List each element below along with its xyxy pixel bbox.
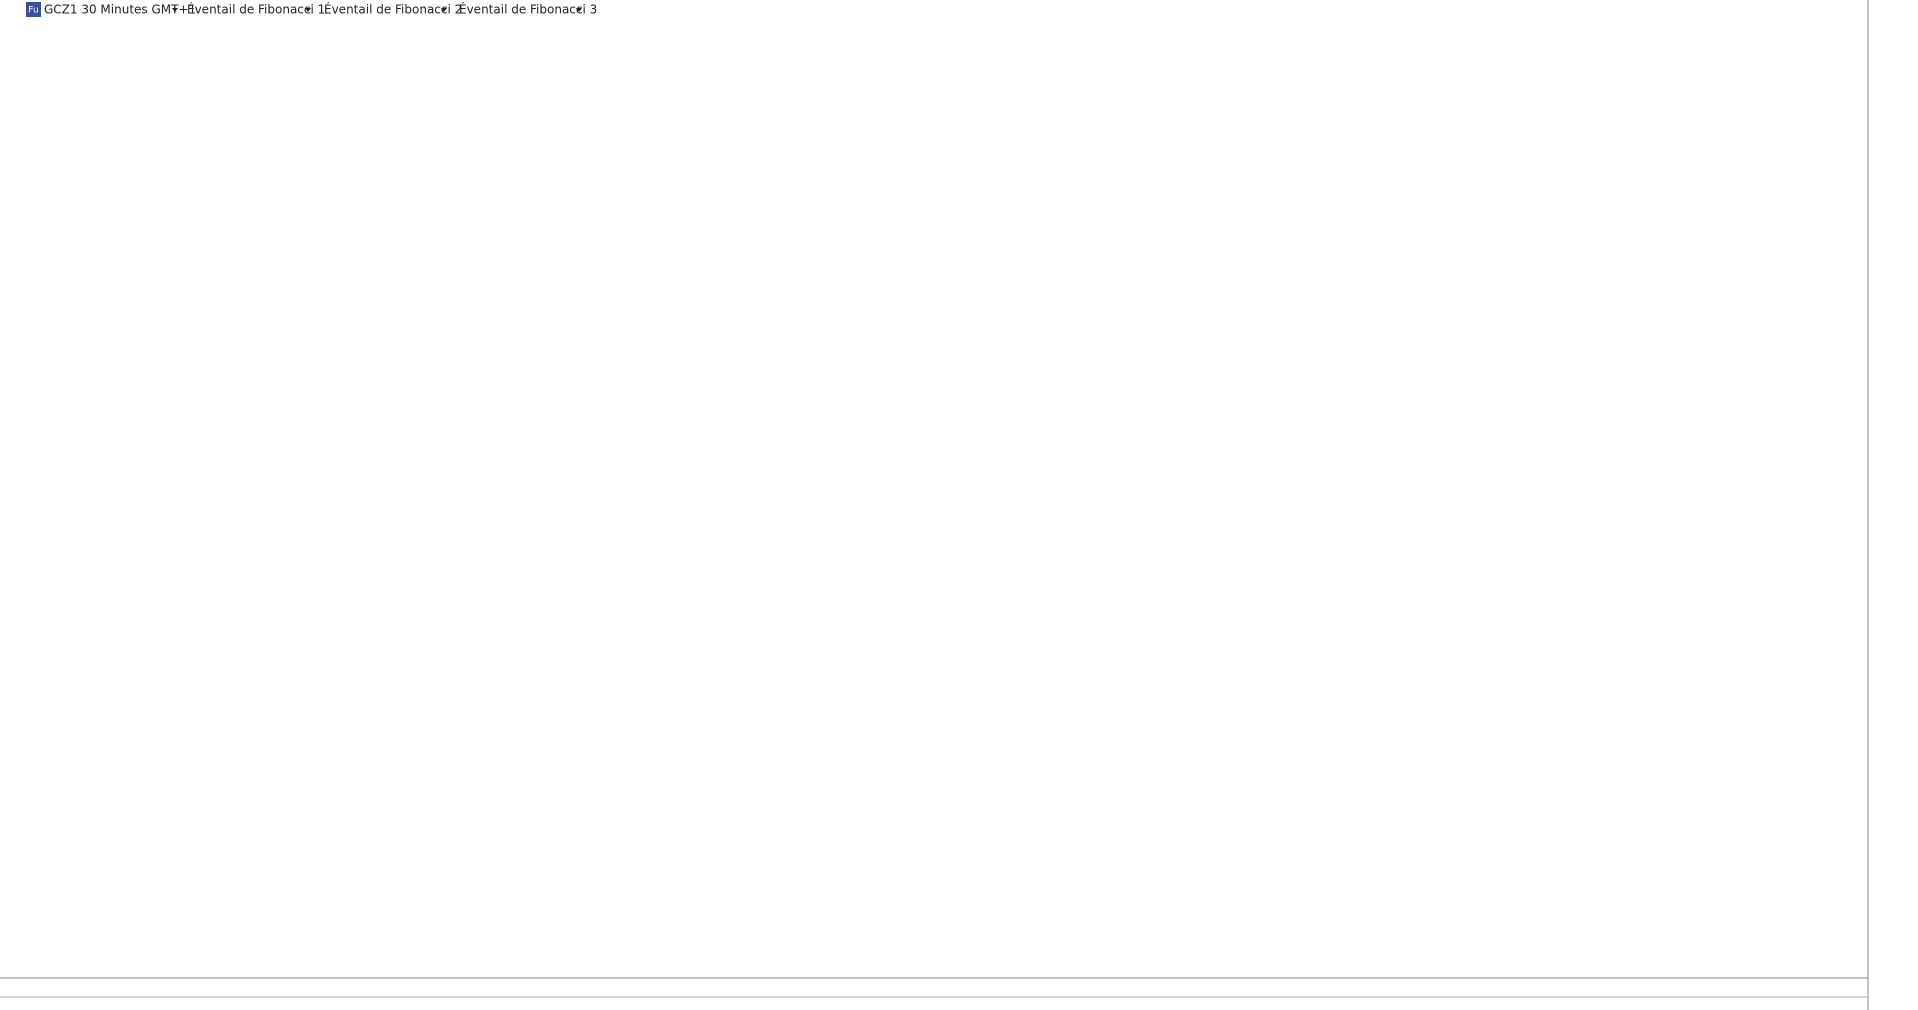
indicator-label[interactable]: Éventail de Fibonacci 1 [187, 2, 325, 17]
symbol-icon-text: Fu [28, 6, 38, 16]
dropdown-arrow[interactable] [305, 8, 311, 12]
indicator-label[interactable]: Éventail de Fibonacci 2 [324, 2, 462, 17]
dropdown-arrow[interactable] [576, 8, 582, 12]
indicator-label[interactable]: Éventail de Fibonacci 3 [459, 2, 597, 17]
header: Fu GCZ1 30 Minutes GMT+1 Éventail de Fib… [26, 2, 597, 17]
chart-title[interactable]: GCZ1 30 Minutes GMT+1 [44, 3, 196, 17]
symbol-icon [26, 2, 41, 17]
axes [0, 0, 1869, 1010]
dropdown-arrow[interactable] [441, 8, 447, 12]
dropdown-arrow[interactable] [172, 8, 178, 12]
